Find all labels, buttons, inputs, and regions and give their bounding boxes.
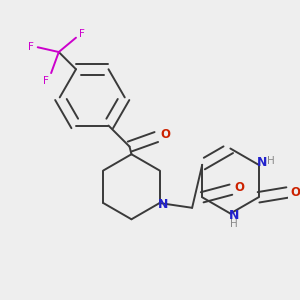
- Text: F: F: [44, 76, 49, 86]
- Text: F: F: [28, 42, 34, 52]
- Text: N: N: [229, 209, 239, 222]
- Text: H: H: [230, 219, 238, 229]
- Text: F: F: [79, 29, 85, 39]
- Text: O: O: [291, 186, 300, 199]
- Text: H: H: [267, 156, 275, 166]
- Text: N: N: [158, 198, 169, 212]
- Text: O: O: [235, 181, 244, 194]
- Text: O: O: [160, 128, 170, 141]
- Text: N: N: [257, 156, 268, 170]
